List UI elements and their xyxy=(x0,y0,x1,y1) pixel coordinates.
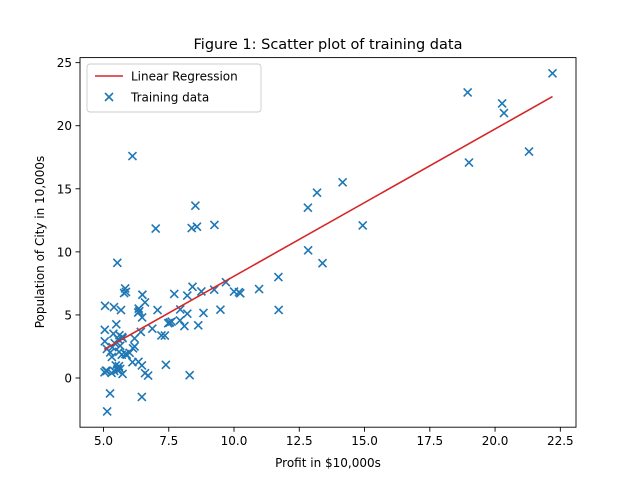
data-point xyxy=(102,406,112,416)
x-tick-label: 17.5 xyxy=(416,434,443,448)
data-point xyxy=(134,304,144,314)
data-point xyxy=(111,319,121,329)
y-tick-label: 0 xyxy=(64,372,72,386)
data-point xyxy=(111,360,121,370)
data-point xyxy=(190,201,200,211)
data-point xyxy=(140,368,150,378)
data-point xyxy=(215,305,226,315)
data-point xyxy=(100,325,110,335)
legend: Linear Regression Training data xyxy=(86,63,262,113)
data-point xyxy=(169,289,179,299)
x-tick-label: 12.5 xyxy=(286,434,313,448)
y-tick-label: 25 xyxy=(57,56,72,70)
legend-x-marker xyxy=(104,92,114,102)
data-point xyxy=(198,308,209,318)
data-point xyxy=(147,324,157,334)
data-point xyxy=(152,305,163,315)
data-point xyxy=(151,223,161,234)
data-point xyxy=(161,360,171,370)
data-point xyxy=(254,284,264,294)
data-point xyxy=(182,309,192,319)
x-tick-label: 22.5 xyxy=(547,434,574,448)
data-point xyxy=(312,188,322,198)
legend-label-training-data: Training data xyxy=(130,91,209,105)
data-point xyxy=(273,272,283,282)
data-point xyxy=(100,301,110,311)
data-point xyxy=(129,333,140,343)
data-point xyxy=(137,392,147,402)
data-point xyxy=(107,368,117,378)
plot-layer xyxy=(99,68,558,416)
y-tick-label: 20 xyxy=(57,119,72,133)
data-point xyxy=(524,147,534,157)
data-point xyxy=(209,285,219,295)
y-tick-label: 15 xyxy=(57,182,72,196)
x-tick-label: 10.0 xyxy=(221,434,248,448)
legend-box xyxy=(86,63,262,113)
data-point xyxy=(317,258,328,268)
data-point xyxy=(120,283,130,294)
data-point xyxy=(209,220,220,230)
data-point xyxy=(182,290,192,301)
data-point xyxy=(463,87,473,97)
data-point xyxy=(338,177,348,187)
data-point xyxy=(187,282,198,292)
data-point xyxy=(274,305,284,315)
data-point xyxy=(193,320,203,330)
data-point xyxy=(116,305,126,315)
x-tick-label: 15.0 xyxy=(351,434,378,448)
data-point xyxy=(497,98,507,108)
data-point xyxy=(137,312,147,323)
data-point xyxy=(160,331,170,341)
plot-frame xyxy=(79,57,577,428)
data-point xyxy=(114,330,124,340)
chart-title: Figure 1: Scatter plot of training data xyxy=(194,37,463,53)
data-point xyxy=(137,290,147,300)
data-point xyxy=(196,286,206,297)
x-axis-label: Profit in $10,000s xyxy=(275,456,381,470)
x-tick-label: 5.0 xyxy=(94,434,113,448)
x-tick-label: 20.0 xyxy=(482,434,509,448)
x-tick-label: 7.5 xyxy=(159,434,178,448)
data-point xyxy=(133,357,144,367)
legend-label-linear-regression: Linear Regression xyxy=(131,70,238,84)
data-point xyxy=(303,203,313,213)
data-point xyxy=(165,317,175,328)
data-point xyxy=(499,108,509,118)
data-point xyxy=(303,245,313,255)
y-tick-label: 5 xyxy=(64,308,72,322)
data-point xyxy=(117,350,127,360)
data-point xyxy=(229,287,239,297)
data-point xyxy=(125,348,135,358)
data-point xyxy=(192,222,202,232)
data-point xyxy=(100,336,110,346)
data-point xyxy=(105,388,115,398)
data-point xyxy=(127,151,138,161)
regression-line xyxy=(103,95,553,351)
data-point xyxy=(109,302,119,312)
axes-ticks: 5.0 7.5 10.0 12.5 15.0 17.5 20.0 22.5 0 5 10 15 20 25 xyxy=(57,56,574,448)
data-point xyxy=(547,68,558,78)
data-point xyxy=(187,223,197,233)
data-point xyxy=(112,258,122,268)
data-point xyxy=(185,370,195,380)
data-point xyxy=(156,330,167,341)
y-axis-label: Population of City in 10,000s xyxy=(33,156,47,329)
data-point xyxy=(358,220,368,231)
data-point xyxy=(179,321,189,331)
data-point xyxy=(175,304,185,314)
data-point xyxy=(464,157,474,168)
y-tick-label: 10 xyxy=(57,245,72,259)
